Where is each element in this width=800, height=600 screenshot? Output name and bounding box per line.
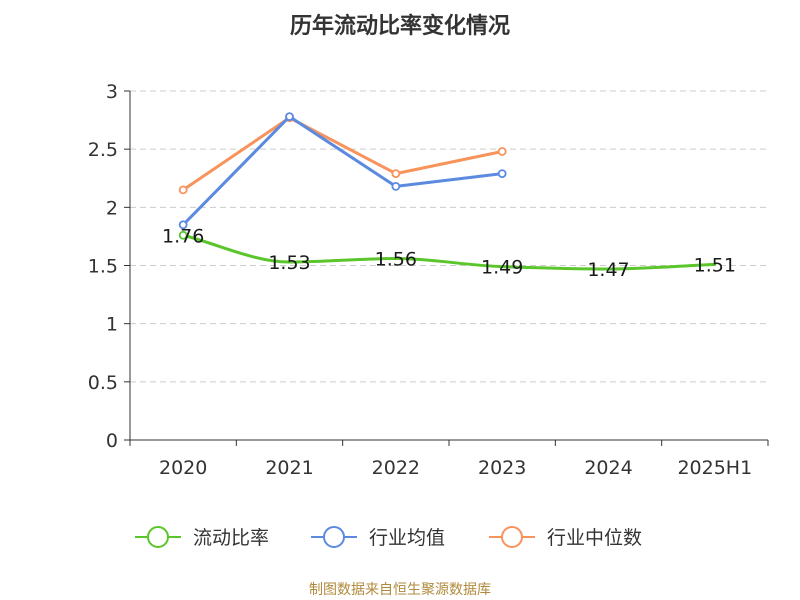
data-label: 1.47 (587, 259, 629, 281)
series-group (178, 112, 717, 271)
data-labels: 1.76 1.53 1.56 1.49 1.47 1.51 (162, 225, 736, 281)
series-line (181, 115, 504, 227)
legend-marker (501, 526, 523, 548)
x-tick-label: 2023 (478, 457, 526, 479)
x-tick-label: 2022 (372, 457, 420, 479)
legend-item-2: 行业中位数 (489, 526, 642, 549)
y-tick-label: 2 (106, 197, 118, 219)
series-1 (178, 112, 507, 230)
series-line (181, 233, 717, 271)
x-tick-label: 2021 (265, 457, 313, 479)
legend: 流动比率 行业均值 行业中位数 (135, 526, 642, 549)
y-tick-label: 0 (106, 430, 118, 452)
series-2 (178, 113, 507, 195)
data-label: 1.53 (268, 252, 310, 274)
series-0 (178, 230, 717, 271)
legend-item-1: 行业均值 (311, 526, 445, 549)
data-label: 1.56 (375, 249, 417, 271)
y-tick-label: 3 (106, 81, 118, 103)
x-tick-label: 2025H1 (677, 457, 752, 479)
data-point (391, 181, 401, 191)
y-tick-label: 0.5 (88, 372, 118, 394)
chart-title: 历年流动比率变化情况 (290, 13, 510, 39)
legend-label: 行业中位数 (547, 527, 642, 549)
axes: 0 0.5 1 1.5 2 2.5 3 2020 2021 2022 2023 2024 2025H1 (88, 81, 769, 479)
source-note: 制图数据来自恒生聚源数据库 (309, 582, 491, 598)
x-tick-label: 2020 (159, 457, 207, 479)
data-point (497, 169, 507, 178)
data-point (178, 185, 188, 195)
data-point (391, 169, 401, 178)
y-tick-label: 1 (106, 314, 118, 336)
x-tick-label: 2024 (584, 457, 632, 479)
data-point (497, 147, 507, 156)
data-label: 1.76 (162, 225, 204, 247)
data-label: 1.49 (481, 257, 523, 279)
data-point (178, 230, 188, 240)
data-label: 1.51 (694, 254, 736, 276)
y-tick-label: 1.5 (88, 256, 118, 278)
legend-label: 行业均值 (369, 527, 445, 549)
legend-marker (147, 526, 169, 548)
legend-label: 流动比率 (193, 527, 269, 549)
y-tick-label: 2.5 (88, 139, 118, 161)
legend-item-0: 流动比率 (135, 526, 269, 549)
grid (130, 90, 768, 383)
legend-marker (323, 526, 345, 548)
series-line (181, 116, 504, 192)
data-point (285, 112, 294, 121)
data-point (178, 220, 188, 230)
